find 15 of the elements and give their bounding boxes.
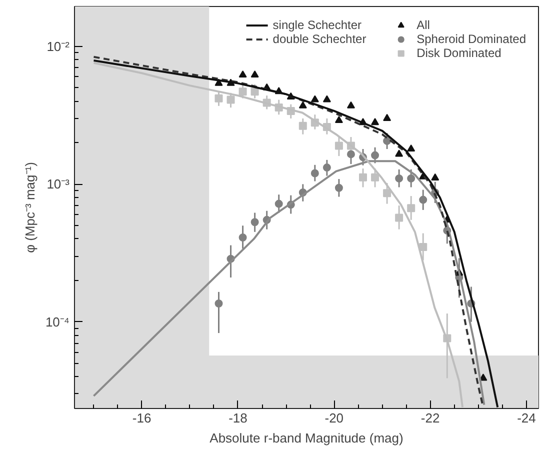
y-axis-title: φ (Mpc⁻³ mag⁻¹) — [22, 162, 38, 253]
x-axis-title: Absolute r-band Magnitude (mag) — [210, 430, 404, 446]
y-tick-label: 10⁻³ — [46, 176, 70, 192]
y-tick-label: 10⁻⁴ — [45, 314, 70, 330]
x-tick-label: -20 — [324, 410, 344, 426]
x-tick-label: -16 — [132, 410, 152, 426]
legend-label: Spheroid Dominated — [416, 32, 526, 46]
y-tick-label: 10⁻² — [46, 38, 70, 54]
x-tick-label: -18 — [228, 410, 248, 426]
x-tick-label: -22 — [420, 410, 440, 426]
x-tick-label: -24 — [517, 410, 536, 426]
legend-label: single Schechter — [272, 18, 362, 32]
legend-label: double Schechter — [272, 32, 366, 46]
legend-label: All — [416, 18, 431, 32]
legend-label: Disk Dominated — [416, 46, 502, 60]
